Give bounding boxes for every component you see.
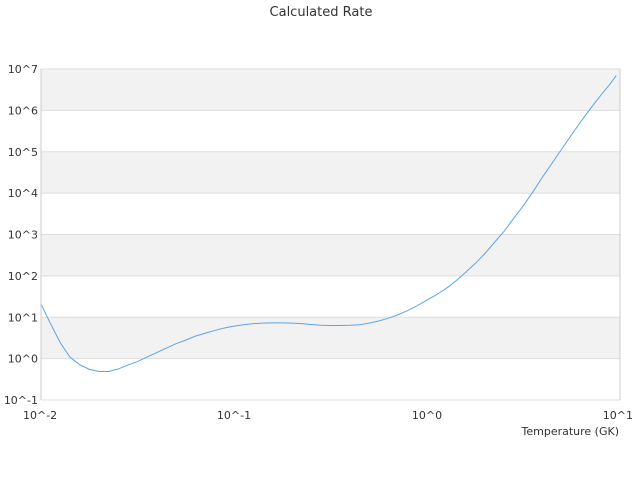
x-tick-label: 10^0 xyxy=(412,409,442,422)
x-tick-label: 10^-1 xyxy=(217,409,251,422)
plot-band xyxy=(41,317,620,359)
y-tick-label: 10^5 xyxy=(8,146,38,159)
y-tick-label: 10^0 xyxy=(8,353,38,366)
x-tick-label: 10^1 xyxy=(603,409,633,422)
axis-layer: 10^-1 10^0 10^1 10^2 10^3 10^4 10^5 10^6 10^7 10^… xyxy=(4,63,633,422)
chart-title: Calculated Rate xyxy=(270,5,373,20)
x-axis-label: Temperature (GK) xyxy=(521,425,620,438)
plot-bands xyxy=(41,69,620,400)
plot-band xyxy=(41,110,620,152)
y-tick-label: 10^4 xyxy=(8,187,38,200)
plot-band xyxy=(41,69,620,111)
plot-band xyxy=(41,151,620,194)
plot-band xyxy=(41,275,620,318)
plot-band xyxy=(41,193,620,235)
y-tick-label: 10^2 xyxy=(8,270,38,283)
y-tick-label: 10^-1 xyxy=(4,394,38,407)
gridlines xyxy=(41,68,620,401)
y-tick-label: 10^6 xyxy=(8,104,38,117)
y-tick-label: 10^3 xyxy=(8,229,38,242)
y-tick-label: 10^1 xyxy=(8,311,38,324)
plot-band xyxy=(41,234,620,276)
series-layer xyxy=(40,75,617,372)
rate-series-line xyxy=(40,75,617,372)
y-tick-label: 10^7 xyxy=(8,63,38,76)
plot-band xyxy=(41,358,620,400)
x-tick-label: 10^-2 xyxy=(23,409,57,422)
